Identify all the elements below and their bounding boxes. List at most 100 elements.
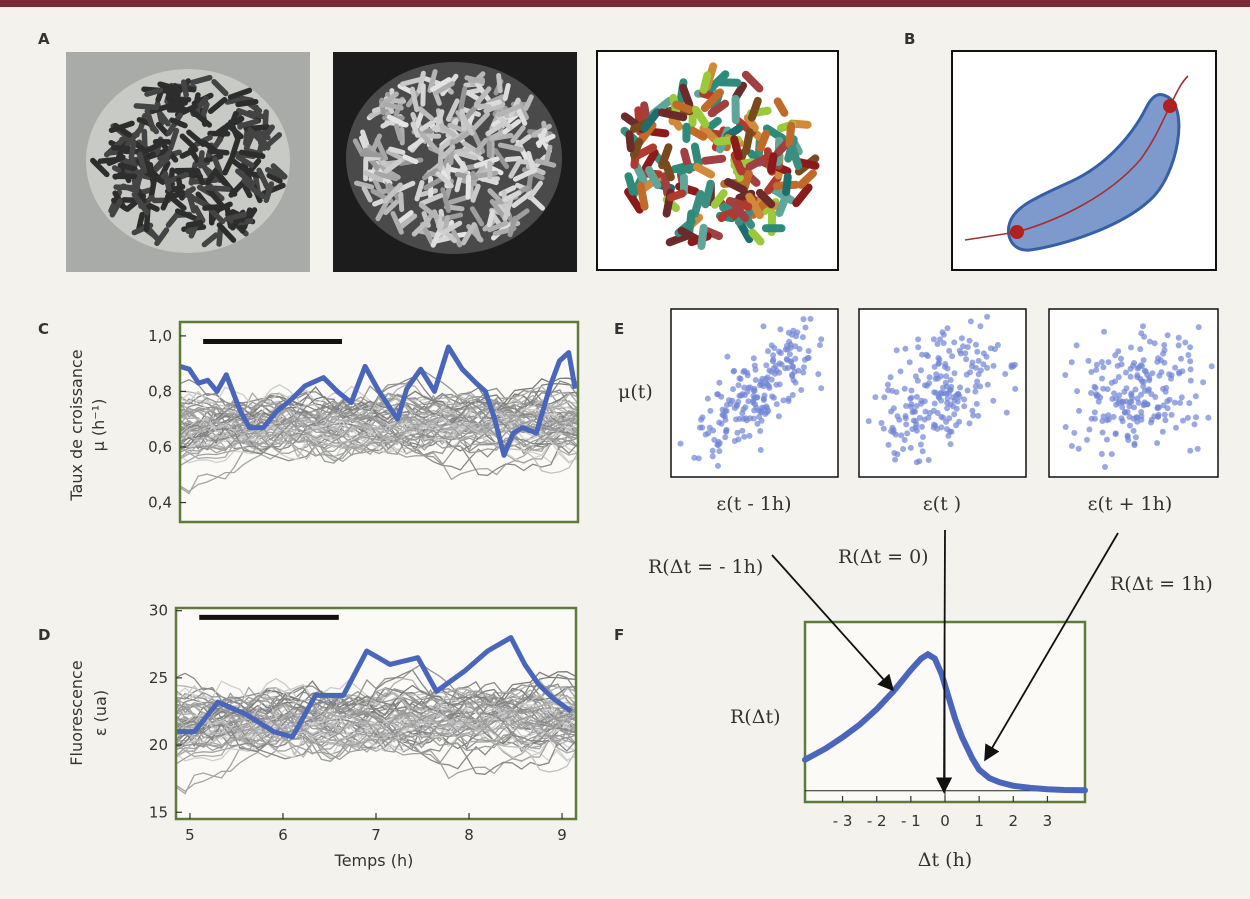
scatter-point	[961, 403, 968, 410]
bacterium-cell	[168, 194, 187, 211]
scatter-point	[777, 350, 784, 357]
scatter-point	[921, 416, 928, 423]
scatter-point	[792, 343, 799, 350]
scatter-point	[818, 336, 825, 343]
scatter-point	[1168, 375, 1174, 382]
bacterium-cell	[419, 114, 443, 132]
lineage-trace	[176, 687, 576, 735]
scatter-point	[908, 401, 915, 408]
scatter-point	[758, 381, 765, 388]
scatter-point	[917, 441, 924, 448]
panel-label-b: B	[904, 30, 915, 48]
bacterium-cell	[238, 149, 266, 159]
scatter-point	[990, 397, 997, 404]
bacterium-cell	[186, 129, 206, 148]
scatter-point	[951, 339, 958, 346]
bacterium-cell	[699, 124, 719, 144]
bacterium-cell	[264, 167, 287, 180]
correlation-curve	[802, 650, 1088, 794]
scatter-point	[751, 394, 758, 401]
scatter-point	[957, 384, 964, 391]
bacterium-cell	[109, 198, 123, 218]
scatter-point	[757, 447, 764, 453]
scatter-point	[898, 432, 905, 439]
bacterium-cell	[430, 77, 452, 92]
scatter-point	[1151, 340, 1158, 347]
bacterium-cell	[202, 204, 221, 211]
scatter-point	[947, 386, 953, 393]
scatter-point	[974, 378, 981, 385]
scatter-point	[768, 376, 775, 383]
scatter-point	[1186, 400, 1193, 407]
scatter-point	[716, 379, 723, 386]
bacterium-cell	[742, 128, 754, 155]
lineage-trace	[176, 729, 576, 775]
scatter-point	[1128, 344, 1134, 351]
scatter-point	[1114, 362, 1121, 369]
bacterium-cell	[417, 106, 435, 122]
lineage-trace	[180, 404, 578, 481]
scatter-point	[919, 423, 925, 430]
bacterium-cell	[416, 70, 426, 94]
bacterium-cell	[465, 90, 482, 103]
lineage-trace	[176, 688, 576, 751]
bacterium-cell	[679, 83, 694, 109]
scatter-point	[742, 415, 749, 422]
scatter-point	[967, 318, 974, 325]
bacterium-cell	[144, 108, 156, 132]
scatter-point	[800, 316, 807, 323]
scatter-point	[933, 371, 940, 378]
scatter-point	[938, 390, 945, 397]
scatter-point	[961, 396, 968, 403]
bacterium-cell	[197, 150, 205, 169]
scatter-point	[885, 387, 892, 394]
scatter-point	[754, 420, 761, 427]
bacterium-cell	[434, 109, 445, 133]
scatter-point	[715, 438, 722, 445]
scatter-point	[1093, 361, 1100, 368]
bacterium-cell	[124, 167, 144, 176]
bacterium-cell	[535, 133, 556, 146]
scatter-point	[1175, 334, 1182, 341]
panel-label-d: D	[38, 626, 50, 644]
scatter-point	[1138, 330, 1145, 337]
annotation-lag-minus: R(Δt = - 1h)	[648, 556, 763, 578]
scatter-point	[980, 361, 987, 368]
bacterium-cell	[212, 156, 223, 175]
scatter-point	[1104, 386, 1111, 393]
scatter-point	[786, 338, 793, 345]
scatter-point	[955, 391, 962, 398]
bacterium-cell	[442, 215, 451, 233]
scatter-point	[894, 451, 901, 458]
bacterium-cell	[625, 130, 635, 153]
scatter-point	[716, 448, 723, 455]
scatter-point	[724, 353, 731, 360]
bacterium-cell	[398, 213, 418, 230]
x-tick-label: 8	[464, 826, 474, 844]
bacterium-cell	[510, 125, 526, 144]
bacterium-cell	[352, 138, 364, 155]
bacterium-cell	[700, 154, 727, 165]
scatter-point	[742, 404, 749, 411]
bacterium-cell	[360, 129, 370, 146]
scatter-point	[975, 412, 982, 419]
scatter-point	[1155, 404, 1162, 411]
scatter-point	[1140, 383, 1147, 390]
scatter-point	[731, 438, 738, 444]
scatter-point	[983, 353, 990, 360]
scatter-point	[889, 424, 896, 431]
scatter-point	[887, 374, 894, 381]
scatter-point	[1166, 371, 1173, 378]
bacterium-cell	[235, 154, 255, 169]
bacterium-cell	[690, 190, 705, 218]
scatter-point	[909, 426, 916, 433]
scatter-point	[915, 336, 922, 343]
bacterium-cell	[756, 188, 776, 209]
scatter-point	[759, 404, 766, 411]
top-accent-bar	[0, 0, 1250, 7]
scatter-point	[1099, 418, 1106, 424]
scatter-point	[902, 345, 909, 352]
bacterium-cell	[662, 160, 675, 182]
scatter-point	[1112, 430, 1119, 437]
scatter-point	[1127, 373, 1134, 380]
